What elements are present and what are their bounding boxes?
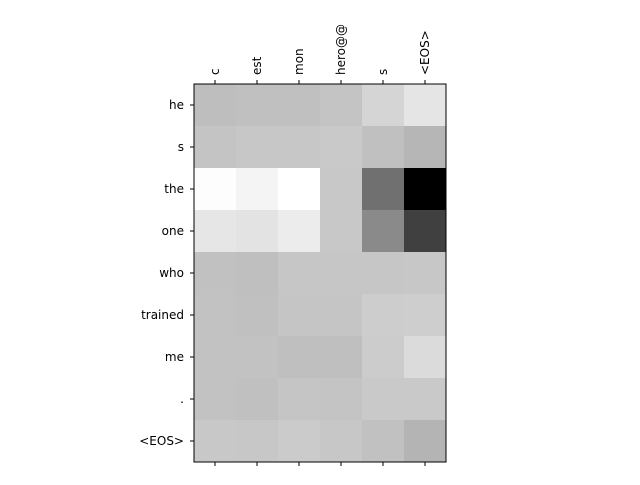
heatmap-cell <box>362 168 405 211</box>
heatmap-cell <box>320 126 363 169</box>
x-tick-marks <box>214 80 426 466</box>
heatmap-cell <box>362 378 405 421</box>
heatmap-cell <box>278 336 321 379</box>
heatmap-cell <box>362 336 405 379</box>
heatmap-cell <box>194 126 237 169</box>
x-tick-label: mon <box>292 48 306 75</box>
heatmap-cell <box>194 420 237 463</box>
heatmap-cell <box>404 84 447 127</box>
y-tick-label: <EOS> <box>139 434 184 448</box>
heatmap-cell <box>194 252 237 295</box>
y-tick-label: trained <box>141 308 184 322</box>
heatmap-cell <box>278 210 321 253</box>
heatmap-cell <box>320 84 363 127</box>
heatmap-cell <box>278 378 321 421</box>
heatmap-cell <box>236 378 279 421</box>
heatmap-cell <box>278 84 321 127</box>
x-tick-label: <EOS> <box>418 30 432 75</box>
y-tick-label: me <box>165 350 184 364</box>
heatmap-cell <box>236 336 279 379</box>
y-tick-label: he <box>169 98 184 112</box>
heatmap-cell <box>320 210 363 253</box>
heatmap-cell <box>362 294 405 337</box>
heatmap-cell <box>194 336 237 379</box>
heatmap-cell <box>236 84 279 127</box>
heatmap-cell <box>404 294 447 337</box>
heatmap-cell <box>362 84 405 127</box>
heatmap-cell <box>194 378 237 421</box>
heatmap-cell <box>278 252 321 295</box>
heatmap-cell <box>404 336 447 379</box>
x-tick-labels: c est mon hero@@ s <EOS> <box>208 24 432 75</box>
y-tick-marks <box>190 104 194 442</box>
heatmap-cell <box>320 336 363 379</box>
y-tick-label: the <box>164 182 184 196</box>
heatmap-cell <box>278 126 321 169</box>
heatmap-cell <box>320 420 363 463</box>
heatmap-cell <box>320 378 363 421</box>
x-tick-label: s <box>376 69 390 75</box>
heatmap-cell <box>404 210 447 253</box>
y-tick-label: . <box>180 392 184 406</box>
heatmap-cell <box>278 420 321 463</box>
x-tick-label: hero@@ <box>334 24 348 75</box>
heatmap-cell <box>278 294 321 337</box>
heatmap-cell <box>194 168 237 211</box>
y-tick-label: s <box>178 140 184 154</box>
heatmap-cell <box>236 420 279 463</box>
x-tick-label: est <box>250 56 264 75</box>
heatmap-cell <box>362 210 405 253</box>
heatmap-cell <box>194 84 237 127</box>
heatmap-cell <box>404 420 447 463</box>
heatmap-cell <box>362 126 405 169</box>
heatmap-cell <box>236 168 279 211</box>
heatmap-cells <box>194 84 447 463</box>
heatmap-cell <box>404 378 447 421</box>
heatmap-cell <box>278 168 321 211</box>
heatmap-cell <box>194 210 237 253</box>
y-tick-label: one <box>162 224 184 238</box>
y-tick-label: who <box>159 266 184 280</box>
heatmap-cell <box>320 294 363 337</box>
heatmap-cell <box>236 210 279 253</box>
heatmap-cell <box>194 294 237 337</box>
heatmap-cell <box>404 168 447 211</box>
y-tick-labels: he s the one who trained me. <EOS> <box>139 98 184 448</box>
heatmap-cell <box>236 126 279 169</box>
heatmap-cell <box>320 252 363 295</box>
heatmap-cell <box>404 126 447 169</box>
heatmap-cell <box>404 252 447 295</box>
heatmap-cell <box>236 252 279 295</box>
heatmap-cell <box>362 252 405 295</box>
heatmap-cell <box>236 294 279 337</box>
x-tick-label: c <box>208 68 222 75</box>
heatmap-cell <box>320 168 363 211</box>
heatmap-cell <box>362 420 405 463</box>
